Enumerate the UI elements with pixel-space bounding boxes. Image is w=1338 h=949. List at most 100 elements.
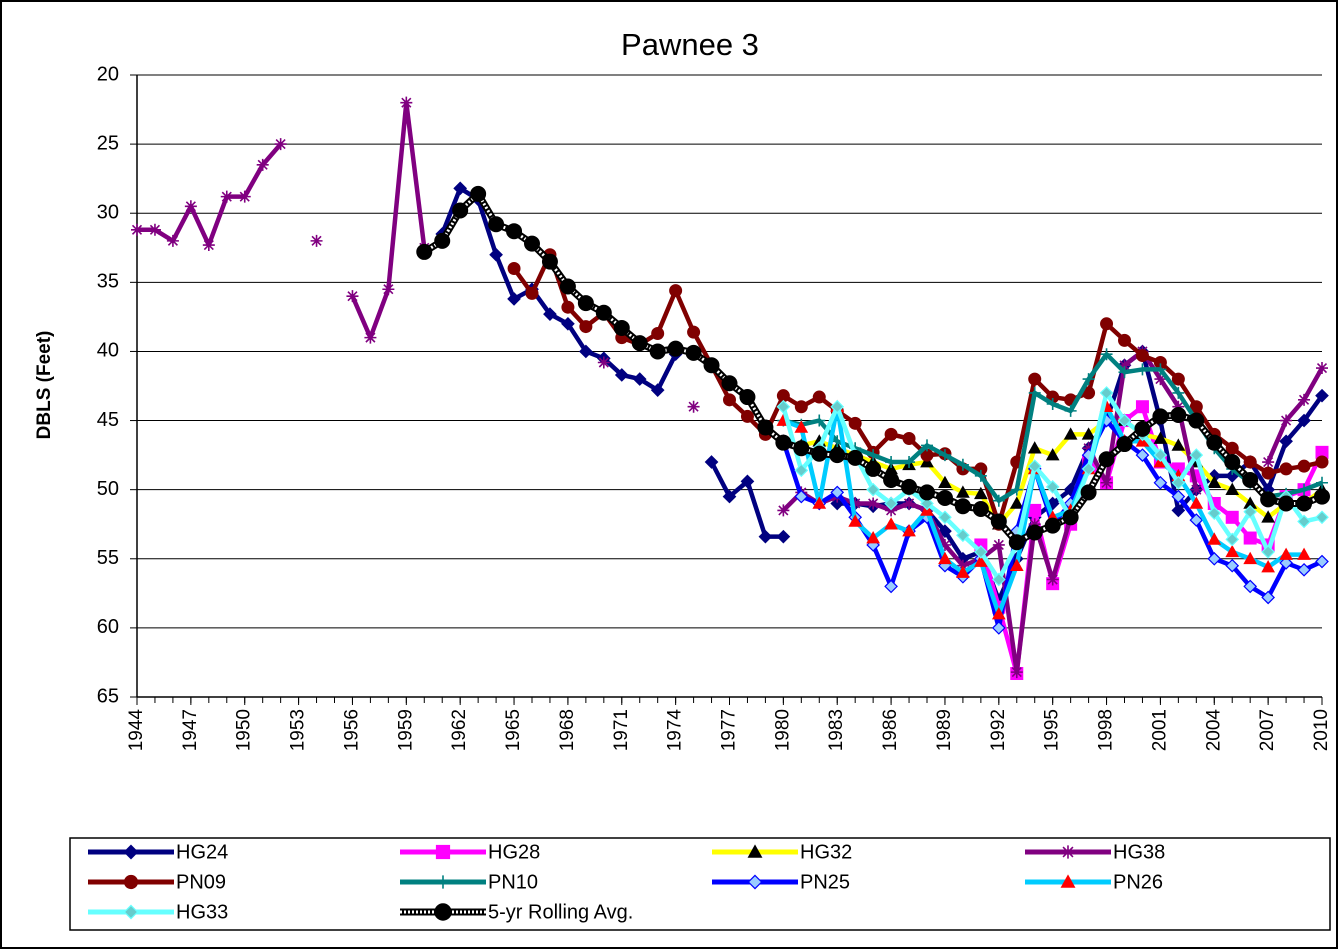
marker	[1171, 372, 1185, 386]
marker	[938, 449, 951, 462]
marker	[865, 460, 882, 477]
marker	[1116, 436, 1133, 453]
marker	[1153, 431, 1168, 444]
marker	[1170, 407, 1187, 424]
marker	[1261, 590, 1275, 605]
marker	[1243, 455, 1257, 469]
marker	[1028, 518, 1041, 531]
marker	[776, 389, 790, 403]
marker	[1172, 386, 1185, 399]
marker	[902, 432, 916, 446]
marker	[1243, 531, 1257, 545]
marker	[310, 234, 323, 247]
x-tick-label: 1947	[180, 709, 201, 751]
marker	[1207, 532, 1222, 545]
marker	[1279, 547, 1293, 560]
x-tick-label: 1968	[557, 709, 578, 751]
marker	[561, 316, 575, 331]
chart-title: Pawnee 3	[621, 27, 759, 62]
marker	[703, 357, 720, 374]
y-tick-label: 45	[97, 409, 119, 431]
marker	[1297, 514, 1311, 529]
marker	[524, 235, 540, 252]
marker	[902, 524, 916, 537]
marker	[123, 904, 139, 920]
marker	[992, 494, 1005, 507]
marker	[1189, 513, 1204, 527]
marker	[1100, 317, 1114, 331]
marker	[453, 181, 468, 196]
marker	[775, 434, 792, 451]
marker	[884, 427, 898, 441]
marker	[740, 474, 755, 489]
marker	[559, 278, 576, 295]
marker	[747, 874, 763, 890]
marker	[972, 501, 989, 518]
marker	[1028, 386, 1041, 399]
marker	[541, 253, 558, 270]
x-tick-label: 1980	[772, 709, 793, 751]
marker	[866, 482, 880, 497]
marker	[1154, 373, 1167, 386]
marker	[1045, 480, 1060, 494]
marker	[1098, 451, 1115, 468]
marker	[613, 319, 630, 336]
marker	[1225, 544, 1240, 558]
marker	[991, 607, 1006, 620]
marker	[956, 565, 970, 578]
marker	[1063, 427, 1078, 440]
legend-label: HG28	[488, 841, 540, 863]
marker	[901, 478, 918, 495]
legend-box	[69, 837, 1331, 931]
marker	[848, 514, 863, 527]
marker	[956, 485, 970, 498]
x-tick-label: 1959	[395, 709, 416, 751]
marker	[1010, 666, 1023, 679]
marker	[1225, 510, 1239, 524]
marker	[435, 844, 451, 860]
marker	[1009, 558, 1024, 571]
marker	[1189, 448, 1204, 462]
y-tick-label: 35	[97, 271, 119, 293]
marker	[757, 419, 774, 436]
marker	[631, 335, 648, 352]
marker	[1099, 386, 1114, 400]
marker	[811, 445, 828, 462]
marker	[974, 554, 988, 567]
marker	[723, 393, 736, 407]
marker	[1100, 348, 1113, 361]
marker	[919, 484, 935, 501]
x-tick-label: 1950	[234, 709, 255, 751]
marker	[577, 295, 594, 312]
marker	[274, 138, 287, 151]
marker	[1261, 545, 1275, 559]
marker	[220, 190, 233, 203]
legend-label: PN10	[488, 871, 538, 893]
marker	[1027, 459, 1042, 474]
marker	[722, 489, 737, 504]
marker	[1064, 404, 1077, 417]
marker	[903, 497, 916, 510]
marker	[452, 202, 469, 219]
marker	[1081, 427, 1096, 440]
y-tick-label: 40	[97, 340, 119, 362]
marker	[938, 551, 952, 565]
marker	[794, 420, 809, 433]
marker	[812, 390, 826, 404]
marker	[1206, 434, 1223, 451]
marker	[829, 447, 846, 464]
marker	[794, 400, 808, 414]
marker	[1207, 551, 1222, 566]
marker	[954, 498, 971, 515]
marker	[595, 304, 612, 321]
legend-label: HG24	[176, 841, 228, 863]
marker	[579, 344, 593, 359]
marker	[938, 475, 952, 489]
y-axis-label: DBLS (Feet)	[34, 331, 55, 440]
marker	[1297, 547, 1311, 560]
marker	[1224, 454, 1241, 471]
marker	[650, 383, 665, 397]
y-tick-label: 25	[97, 132, 119, 154]
